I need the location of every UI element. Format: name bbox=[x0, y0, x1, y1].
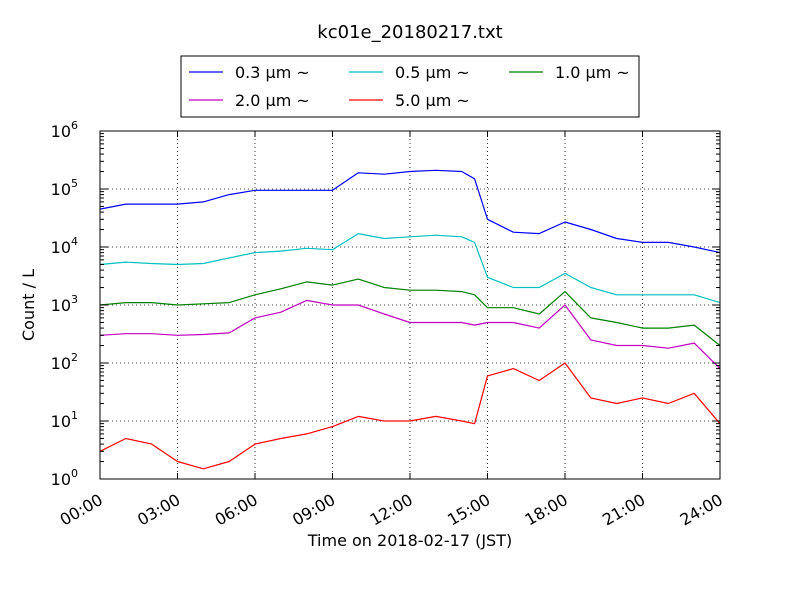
series-line-4 bbox=[100, 299, 720, 370]
legend: 0.3 μm ~ 0.5 μm ~ 1.0 μm ~ 2.0 μm ~ 5.0 μm ~ bbox=[180, 55, 640, 118]
grid bbox=[100, 131, 720, 479]
series-line-2 bbox=[100, 233, 720, 304]
y-tick-exponent: 0 bbox=[71, 467, 78, 480]
legend-label: 1.0 μm ~ bbox=[555, 63, 630, 82]
legend-label: 0.3 μm ~ bbox=[235, 63, 310, 82]
series-layer bbox=[100, 169, 720, 470]
series-line-3 bbox=[100, 278, 720, 346]
legend-label: 5.0 μm ~ bbox=[395, 91, 470, 110]
legend-label: 0.5 μm ~ bbox=[395, 63, 470, 82]
chart-title: kc01e_20180217.txt bbox=[317, 22, 502, 43]
y-tick-exponent: 3 bbox=[71, 293, 78, 306]
series-line-5 bbox=[100, 362, 720, 470]
x-axis-label: Time on 2018-02-17 (JST) bbox=[307, 531, 512, 550]
y-tick-exponent: 1 bbox=[71, 409, 78, 422]
legend-box bbox=[180, 55, 640, 118]
legend-label: 2.0 μm ~ bbox=[235, 91, 310, 110]
y-tick-exponent: 2 bbox=[71, 351, 78, 364]
y-tick-exponent: 4 bbox=[71, 235, 78, 248]
series-line-1 bbox=[100, 169, 720, 254]
y-axis-label: Count / L bbox=[19, 269, 38, 341]
y-tick-exponent: 5 bbox=[71, 177, 78, 190]
y-tick-exponent: 6 bbox=[71, 119, 78, 132]
